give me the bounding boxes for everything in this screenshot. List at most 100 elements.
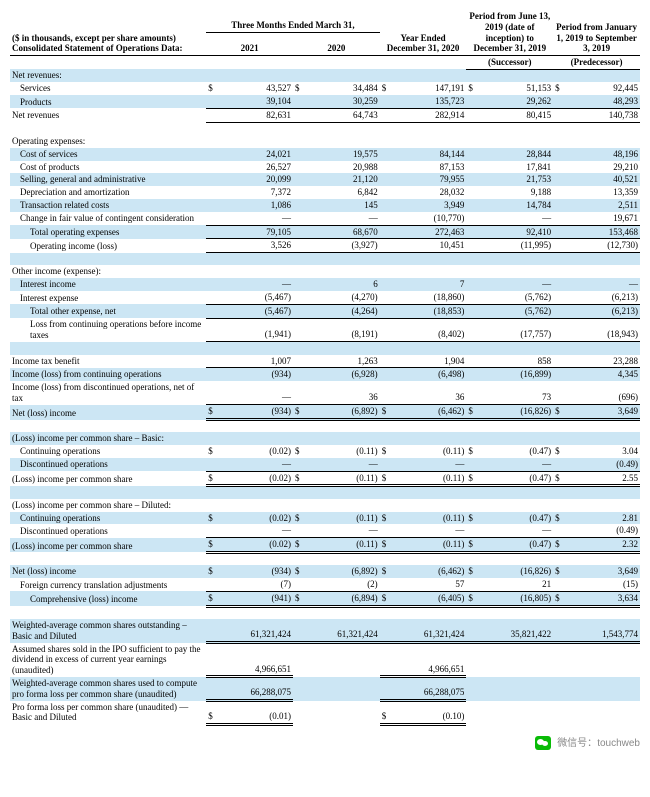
- cell-value: —: [219, 278, 293, 291]
- currency-symbol: [380, 677, 392, 701]
- row-label: [10, 122, 206, 135]
- cell-value: 21,753: [479, 173, 553, 186]
- cell-value: 28,844: [479, 148, 553, 161]
- currency-symbol: [206, 432, 218, 445]
- currency-symbol: [206, 342, 218, 355]
- cell-value: [566, 69, 640, 82]
- row-label: Net revenues:: [10, 69, 206, 82]
- cell-value: 23,288: [566, 355, 640, 368]
- cell-value: 68,670: [305, 225, 379, 239]
- row-label: Total other expense, net: [10, 304, 206, 318]
- currency-symbol: [466, 173, 478, 186]
- table-row: [10, 122, 640, 135]
- cell-value: (6,213): [566, 304, 640, 318]
- cell-value: (4,270): [305, 291, 379, 304]
- currency-symbol: [293, 135, 305, 148]
- row-label: (Loss) income per common share: [10, 538, 206, 553]
- cell-value: 92,410: [479, 225, 553, 239]
- cell-value: [566, 606, 640, 619]
- currency-symbol: [466, 304, 478, 318]
- cell-value: [479, 122, 553, 135]
- currency-symbol: [293, 458, 305, 471]
- cell-value: [305, 342, 379, 355]
- currency-symbol: [380, 304, 392, 318]
- cell-value: [392, 342, 466, 355]
- currency-symbol: [293, 122, 305, 135]
- currency-symbol: [293, 186, 305, 199]
- cell-value: —: [219, 381, 293, 405]
- row-label: Discontinued operations: [10, 524, 206, 537]
- row-label: Weighted-average common shares used to c…: [10, 677, 206, 701]
- currency-symbol: [380, 578, 392, 591]
- currency-symbol: [466, 225, 478, 239]
- cell-value: [479, 701, 553, 725]
- cell-value: [219, 499, 293, 512]
- currency-symbol: [293, 199, 305, 212]
- row-label: Discontinued operations: [10, 458, 206, 471]
- cell-value: (18,853): [392, 304, 466, 318]
- row-label: Transaction related costs: [10, 199, 206, 212]
- row-label: Income tax benefit: [10, 355, 206, 368]
- cell-value: [479, 253, 553, 266]
- table-row: [10, 420, 640, 433]
- currency-symbol: [293, 225, 305, 239]
- currency-symbol: [206, 486, 218, 499]
- cell-value: [392, 432, 466, 445]
- cell-value: 20,988: [305, 161, 379, 174]
- cell-value: [479, 552, 553, 565]
- row-label: [10, 253, 206, 266]
- cell-value: [566, 135, 640, 148]
- currency-symbol: $: [380, 512, 392, 525]
- currency-symbol: [206, 239, 218, 253]
- table-row: Total operating expenses79,10568,670272,…: [10, 225, 640, 239]
- currency-symbol: $: [466, 591, 478, 606]
- table-header: ($ in thousands, except per share amount…: [10, 10, 640, 69]
- cell-value: [392, 499, 466, 512]
- cell-value: 61,321,424: [392, 619, 466, 643]
- cell-value: 29,210: [566, 161, 640, 174]
- cell-value: 13,359: [566, 186, 640, 199]
- currency-symbol: [293, 701, 305, 725]
- cell-value: 21,120: [305, 173, 379, 186]
- cell-value: (16,805): [479, 591, 553, 606]
- currency-symbol: [293, 368, 305, 381]
- currency-symbol: [206, 265, 218, 278]
- cell-value: 9,188: [479, 186, 553, 199]
- cell-value: [392, 606, 466, 619]
- table-row: (Loss) income per common share$(0.02)$(0…: [10, 471, 640, 486]
- cell-value: [479, 606, 553, 619]
- currency-symbol: $: [206, 445, 218, 458]
- row-label: Net revenues: [10, 108, 206, 122]
- cell-value: —: [566, 278, 640, 291]
- cell-value: 19,671: [566, 212, 640, 225]
- currency-symbol: [466, 420, 478, 433]
- cell-value: (0.11): [305, 512, 379, 525]
- currency-symbol: [293, 552, 305, 565]
- cell-value: [566, 701, 640, 725]
- cell-value: (0.02): [219, 445, 293, 458]
- cell-value: [219, 342, 293, 355]
- currency-symbol: [206, 148, 218, 161]
- currency-symbol: [293, 212, 305, 225]
- currency-symbol: $: [553, 565, 565, 578]
- cell-value: 145: [305, 199, 379, 212]
- currency-symbol: [206, 677, 218, 701]
- currency-symbol: [206, 161, 218, 174]
- col-header-year: 2021: [206, 32, 293, 55]
- cell-value: (7): [219, 578, 293, 591]
- cell-value: (934): [219, 565, 293, 578]
- cell-value: 84,144: [392, 148, 466, 161]
- table-row: [10, 606, 640, 619]
- cell-value: (16,899): [479, 368, 553, 381]
- currency-symbol: $: [206, 591, 218, 606]
- currency-symbol: [466, 212, 478, 225]
- currency-symbol: [466, 278, 478, 291]
- cell-value: [566, 552, 640, 565]
- cell-value: 82,631: [219, 108, 293, 122]
- currency-symbol: [466, 199, 478, 212]
- cell-value: (0.47): [479, 538, 553, 553]
- cell-value: [392, 122, 466, 135]
- row-label: Pro forma loss per common share (unaudit…: [10, 701, 206, 725]
- cell-value: (18,860): [392, 291, 466, 304]
- currency-symbol: [466, 432, 478, 445]
